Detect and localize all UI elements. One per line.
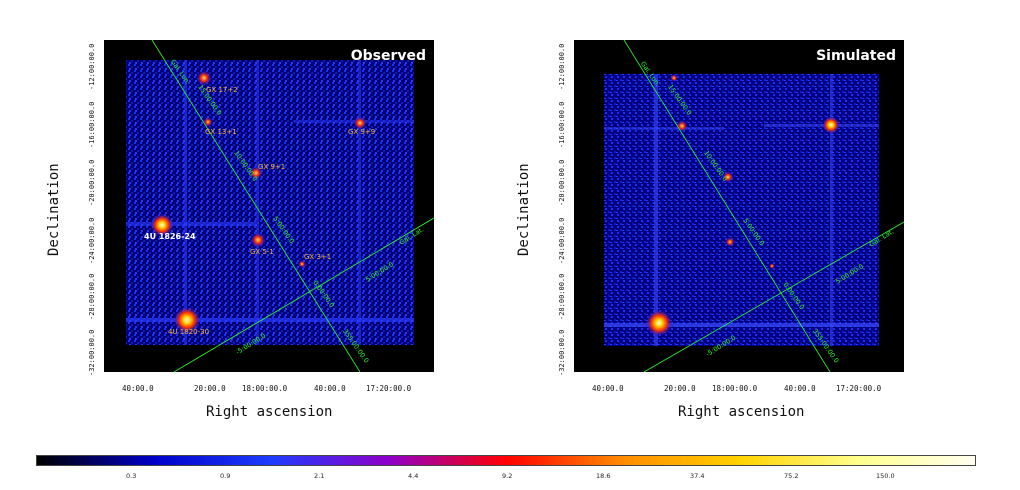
colorbar-tick: 0.9 (220, 472, 231, 480)
simulated-image (604, 40, 904, 372)
source-marker (196, 70, 212, 86)
x-tick-label: 17:20:00.0 (836, 384, 882, 393)
panel-title: Observed (350, 48, 426, 64)
y-tick-label: -20:00:00.0 (558, 159, 566, 206)
panel-title: Simulated (816, 48, 896, 64)
x-tick-label: 40:00.0 (314, 384, 346, 393)
x-tick-label: 40:00.0 (592, 384, 624, 393)
source-marker (203, 117, 213, 127)
source-marker (769, 263, 775, 269)
y-tick-label: -28:00:00.0 (88, 273, 96, 320)
source-marker (353, 116, 367, 130)
source-label: GX 9+1 (258, 163, 286, 171)
x-tick-label: 18:00:00.0 (712, 384, 758, 393)
colorbar-tick: 150.0 (876, 472, 895, 480)
source-marker (298, 260, 306, 268)
source-marker (249, 166, 263, 180)
simulated-image-panel: Simulated (574, 40, 904, 372)
source-label: GX 5-1 (250, 248, 274, 256)
source-label: GX 13+1 (205, 128, 237, 136)
source-marker (150, 213, 174, 237)
y-tick-label: -32:00:00.0 (558, 329, 566, 376)
y-axis-label: Declination (46, 163, 62, 256)
colorbar-tick: 37.4 (690, 472, 705, 480)
x-axis-label: Right ascension (678, 404, 805, 420)
y-tick-label: -24:00:00.0 (558, 217, 566, 264)
source-marker (250, 232, 266, 248)
x-tick-label: 20:00.0 (194, 384, 226, 393)
x-tick-label: 40:00.0 (122, 384, 154, 393)
source-label: 4U 1826-24 (144, 232, 196, 241)
gal-lon-line (151, 40, 361, 372)
colorbar-tick: 0.3 (126, 472, 137, 480)
source-marker (822, 116, 840, 134)
y-tick-label: -20:00:00.0 (88, 159, 96, 206)
colorbar-tick: 18.6 (596, 472, 611, 480)
source-marker (173, 306, 201, 334)
y-tick-label: -28:00:00.0 (558, 273, 566, 320)
observed-image (126, 40, 434, 372)
sky-field (126, 60, 414, 345)
y-axis-label: Declination (516, 163, 532, 256)
gal-lon-line (623, 40, 831, 372)
x-tick-label: 17:20:00.0 (366, 384, 412, 393)
y-tick-label: -32:00:00.0 (88, 329, 96, 376)
colorbar-tick: 4.4 (408, 472, 419, 480)
x-tick-label: 18:00:00.0 (242, 384, 288, 393)
observed-image-panel: Observed (104, 40, 434, 372)
gal-lat-line (173, 217, 434, 372)
colorbar (36, 455, 976, 466)
y-tick-label: -16:00:00.0 (88, 101, 96, 148)
y-tick-label: -16:00:00.0 (558, 101, 566, 148)
source-label: GX 9+9 (348, 128, 376, 136)
sky-field (604, 74, 879, 346)
y-tick-label: -12:00:00.0 (558, 43, 566, 90)
source-label: GX 17+2 (206, 86, 238, 94)
source-marker (722, 171, 734, 183)
x-tick-label: 20:00.0 (664, 384, 696, 393)
x-axis-label: Right ascension (206, 404, 333, 420)
y-tick-label: -24:00:00.0 (88, 217, 96, 264)
x-tick-label: 40:00.0 (784, 384, 816, 393)
y-tick-label: -12:00:00.0 (88, 43, 96, 90)
source-label: 4U 1820-30 (168, 328, 210, 336)
colorbar-tick: 2.1 (314, 472, 325, 480)
source-marker (670, 74, 678, 82)
source-marker (645, 309, 673, 337)
source-marker (725, 237, 735, 247)
source-label: GX 3+1 (304, 253, 332, 261)
gal-lat-line (643, 221, 904, 372)
colorbar-tick: 75.2 (784, 472, 799, 480)
colorbar-tick: 9.2 (502, 472, 513, 480)
